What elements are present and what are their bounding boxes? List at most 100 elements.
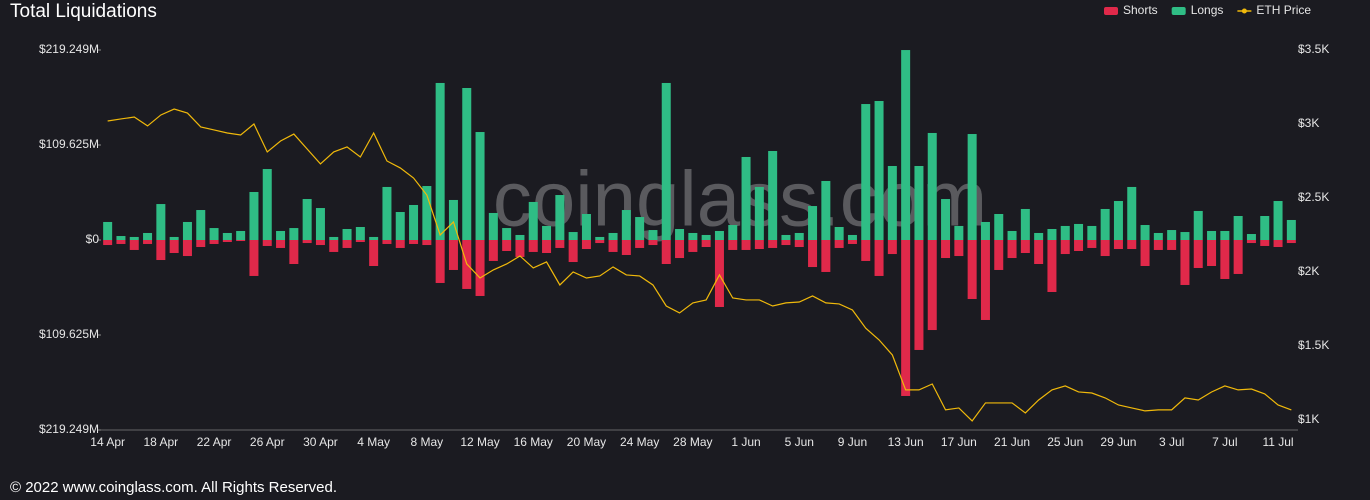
- bar: [954, 240, 964, 257]
- bar: [980, 240, 990, 320]
- bar: [1233, 215, 1243, 240]
- x-tick-label: 9 Jun: [838, 435, 867, 449]
- y2-tick-label: $3.5K: [1298, 42, 1329, 56]
- bar: [1074, 240, 1084, 252]
- bar: [1007, 230, 1017, 240]
- bar: [1180, 232, 1190, 240]
- bar: [794, 232, 804, 240]
- bar: [581, 214, 591, 240]
- bar: [874, 240, 884, 276]
- bar: [528, 201, 538, 240]
- x-tick-label: 24 May: [620, 435, 659, 449]
- bar: [1113, 240, 1123, 250]
- x-tick-label: 28 May: [673, 435, 712, 449]
- bar: [1034, 232, 1044, 240]
- bar: [994, 240, 1004, 270]
- bar: [927, 240, 937, 331]
- bar: [661, 240, 671, 265]
- bar: [435, 240, 445, 283]
- bar: [502, 228, 512, 240]
- bar: [1140, 240, 1150, 266]
- bar: [209, 228, 219, 240]
- bar: [581, 240, 591, 250]
- x-tick-label: 7 Jul: [1212, 435, 1237, 449]
- bar: [395, 240, 405, 248]
- bar: [182, 221, 192, 240]
- bar: [249, 191, 259, 240]
- bar: [608, 240, 618, 252]
- bar: [1047, 240, 1057, 292]
- bar: [289, 228, 299, 240]
- x-tick-label: 5 Jun: [785, 435, 814, 449]
- bar: [1113, 201, 1123, 240]
- bar: [475, 132, 485, 240]
- bar: [714, 230, 724, 240]
- y-tick-label: $219.249M: [39, 422, 99, 436]
- bar: [994, 214, 1004, 240]
- bar: [821, 180, 831, 240]
- bar: [488, 212, 498, 240]
- bar: [635, 217, 645, 240]
- bar: [808, 206, 818, 240]
- bar: [821, 240, 831, 272]
- bar: [675, 228, 685, 240]
- y-tick-label: $0: [86, 232, 100, 246]
- bar: [941, 199, 951, 240]
- bar: [621, 210, 631, 240]
- bar: [768, 240, 778, 248]
- bar: [129, 236, 139, 240]
- bar: [1034, 240, 1044, 265]
- bar: [143, 240, 153, 244]
- bar: [462, 87, 472, 241]
- x-tick-label: 18 Apr: [143, 435, 178, 449]
- bar: [1153, 240, 1163, 250]
- bar: [342, 240, 352, 248]
- bar: [701, 234, 711, 240]
- bar: [1220, 230, 1230, 240]
- bar: [887, 240, 897, 255]
- footer: © 2022 www.coinglass.com. All Rights Res…: [10, 479, 337, 496]
- y2-tick-label: $1K: [1298, 412, 1319, 426]
- legend-swatch: [1104, 7, 1118, 15]
- bar: [1060, 225, 1070, 240]
- bar: [941, 240, 951, 259]
- bar: [315, 208, 325, 240]
- bar: [1087, 225, 1097, 240]
- bar: [595, 240, 605, 244]
- bar: [1246, 240, 1256, 244]
- bar: [954, 225, 964, 240]
- bar: [1207, 230, 1217, 240]
- bar: [1060, 240, 1070, 255]
- bar: [249, 240, 259, 276]
- bar: [369, 240, 379, 266]
- bar: [1193, 210, 1203, 240]
- bar: [914, 240, 924, 350]
- legend-label: Shorts: [1123, 3, 1158, 17]
- bar: [728, 225, 738, 240]
- bar: [714, 240, 724, 307]
- x-tick-label: 22 Apr: [197, 435, 232, 449]
- bar: [103, 221, 113, 240]
- bar: [1260, 240, 1270, 246]
- x-tick-label: 8 May: [411, 435, 444, 449]
- bar: [515, 234, 525, 240]
- bar: [1286, 219, 1296, 240]
- legend-label: Longs: [1191, 3, 1224, 17]
- bar: [262, 169, 272, 240]
- bar: [196, 240, 206, 248]
- bar: [1127, 186, 1137, 240]
- x-tick-label: 21 Jun: [994, 435, 1030, 449]
- bar: [435, 82, 445, 241]
- x-tick-label: 20 May: [567, 435, 606, 449]
- bar: [169, 240, 179, 253]
- bar: [648, 240, 658, 246]
- x-tick-label: 26 Apr: [250, 435, 285, 449]
- bar: [542, 225, 552, 240]
- bar: [1167, 230, 1177, 240]
- bar: [768, 151, 778, 240]
- bar: [329, 240, 339, 252]
- bar: [927, 132, 937, 240]
- bar: [834, 240, 844, 248]
- bar: [595, 236, 605, 240]
